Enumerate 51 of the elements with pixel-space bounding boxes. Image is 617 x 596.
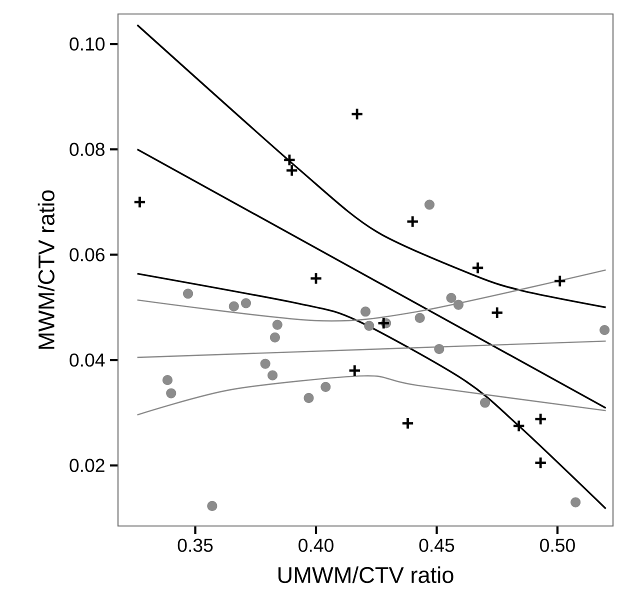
point xyxy=(285,164,298,177)
point xyxy=(272,320,282,330)
point xyxy=(512,419,526,432)
line-series xyxy=(136,24,607,308)
x-tick-label: 0.40 xyxy=(298,538,334,552)
line-series xyxy=(136,272,607,510)
point xyxy=(553,274,566,288)
point xyxy=(446,292,456,303)
y-axis-title: MWM/CTV ratio xyxy=(38,190,54,349)
point xyxy=(309,272,323,285)
y-tick-label: 0.08 xyxy=(70,142,104,156)
point xyxy=(304,392,314,404)
point xyxy=(534,456,548,470)
point xyxy=(360,306,371,317)
line-series xyxy=(136,375,606,416)
point xyxy=(471,261,484,274)
y-tick-label: 0.06 xyxy=(70,248,104,262)
point xyxy=(182,288,194,299)
point xyxy=(364,320,374,331)
point xyxy=(406,215,420,228)
point xyxy=(133,196,146,209)
point xyxy=(490,306,504,320)
point xyxy=(434,344,444,354)
point xyxy=(166,388,176,398)
point xyxy=(453,300,464,310)
x-axis-title: UMWM/CTV ratio xyxy=(278,566,454,584)
point xyxy=(350,108,364,121)
y-tick-label: 0.04 xyxy=(70,353,105,367)
point xyxy=(282,153,296,166)
point xyxy=(228,301,239,312)
point xyxy=(480,398,490,408)
x-tick-label: 0.35 xyxy=(178,538,213,552)
point xyxy=(414,312,425,323)
point xyxy=(599,324,610,336)
point xyxy=(377,316,390,330)
x-tick-label: 0.50 xyxy=(540,538,575,552)
point xyxy=(240,298,252,308)
point xyxy=(207,500,218,512)
point xyxy=(162,375,173,386)
x-tick-label: 0.45 xyxy=(419,538,454,552)
point xyxy=(401,416,414,430)
point xyxy=(267,370,278,380)
point xyxy=(424,200,435,210)
point xyxy=(570,497,581,508)
y-tick-label: 0.02 xyxy=(70,458,104,472)
point xyxy=(270,332,280,342)
point xyxy=(534,412,548,426)
point xyxy=(260,358,270,369)
y-tick-label: 0.10 xyxy=(70,37,105,51)
point xyxy=(320,382,331,392)
point xyxy=(348,364,362,378)
